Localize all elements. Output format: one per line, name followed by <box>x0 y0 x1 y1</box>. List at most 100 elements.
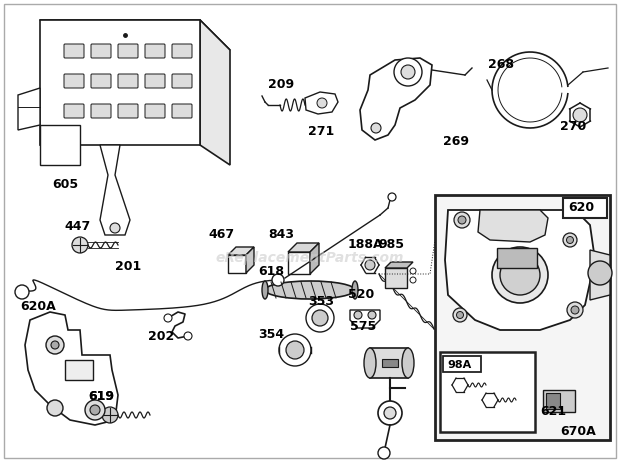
Text: 985: 985 <box>378 238 404 251</box>
Circle shape <box>371 123 381 133</box>
Circle shape <box>354 311 362 319</box>
Circle shape <box>306 304 334 332</box>
Circle shape <box>571 306 579 314</box>
Circle shape <box>567 302 583 318</box>
Text: 268: 268 <box>488 58 514 71</box>
FancyBboxPatch shape <box>145 44 165 58</box>
Circle shape <box>394 58 422 86</box>
Circle shape <box>567 237 574 243</box>
Bar <box>563 198 607 218</box>
Ellipse shape <box>265 281 355 299</box>
Text: 269: 269 <box>443 135 469 148</box>
Text: 270: 270 <box>560 120 587 133</box>
FancyBboxPatch shape <box>118 74 138 88</box>
Text: 188A: 188A <box>348 238 384 251</box>
Circle shape <box>312 310 328 326</box>
Circle shape <box>102 407 118 423</box>
Circle shape <box>456 311 464 318</box>
FancyBboxPatch shape <box>91 104 111 118</box>
Polygon shape <box>40 125 80 165</box>
FancyBboxPatch shape <box>145 104 165 118</box>
Circle shape <box>573 108 587 122</box>
Text: 353: 353 <box>308 295 334 308</box>
Circle shape <box>388 193 396 201</box>
Circle shape <box>500 255 540 295</box>
Circle shape <box>85 400 105 420</box>
Polygon shape <box>360 58 432 140</box>
Polygon shape <box>288 243 319 252</box>
Bar <box>382 359 398 367</box>
Text: 605: 605 <box>52 178 78 191</box>
Text: 467: 467 <box>208 228 234 241</box>
Polygon shape <box>246 247 254 273</box>
Text: 447: 447 <box>64 220 91 233</box>
Ellipse shape <box>402 348 414 378</box>
Bar <box>497 248 537 268</box>
Circle shape <box>184 332 192 340</box>
Bar <box>385 268 407 288</box>
Text: 618: 618 <box>258 265 284 278</box>
FancyBboxPatch shape <box>64 104 84 118</box>
Text: 575: 575 <box>350 320 376 333</box>
Circle shape <box>401 65 415 79</box>
Circle shape <box>563 233 577 247</box>
Text: 271: 271 <box>308 125 334 138</box>
Text: 620A: 620A <box>20 300 56 313</box>
Bar <box>546 393 560 409</box>
FancyBboxPatch shape <box>145 74 165 88</box>
Circle shape <box>317 98 327 108</box>
Circle shape <box>46 336 64 354</box>
Circle shape <box>384 407 396 419</box>
FancyBboxPatch shape <box>172 44 192 58</box>
Circle shape <box>51 341 59 349</box>
Ellipse shape <box>262 281 268 299</box>
Circle shape <box>378 447 390 459</box>
Polygon shape <box>478 210 548 242</box>
Text: 201: 201 <box>115 260 141 273</box>
Polygon shape <box>445 210 595 330</box>
Circle shape <box>368 311 376 319</box>
Ellipse shape <box>352 281 358 299</box>
Bar <box>65 360 93 380</box>
Polygon shape <box>40 20 200 145</box>
Circle shape <box>410 268 416 274</box>
Text: 98A: 98A <box>447 360 471 370</box>
Bar <box>228 255 246 273</box>
Circle shape <box>47 400 63 416</box>
Circle shape <box>588 261 612 285</box>
Polygon shape <box>25 312 118 425</box>
Circle shape <box>90 405 100 415</box>
Polygon shape <box>305 92 338 114</box>
FancyBboxPatch shape <box>118 104 138 118</box>
Circle shape <box>286 341 304 359</box>
Circle shape <box>454 212 470 228</box>
Polygon shape <box>385 262 413 268</box>
Bar <box>443 356 481 372</box>
Text: 843: 843 <box>268 228 294 241</box>
FancyBboxPatch shape <box>172 104 192 118</box>
Circle shape <box>279 334 311 366</box>
Circle shape <box>164 314 172 322</box>
FancyBboxPatch shape <box>118 44 138 58</box>
Polygon shape <box>100 145 130 235</box>
Polygon shape <box>590 250 610 300</box>
Polygon shape <box>18 88 40 130</box>
Circle shape <box>458 216 466 224</box>
FancyBboxPatch shape <box>91 74 111 88</box>
Circle shape <box>72 237 88 253</box>
Text: 619: 619 <box>88 390 114 403</box>
Text: 354: 354 <box>258 328 284 341</box>
Text: eReplacementParts.com: eReplacementParts.com <box>216 251 404 265</box>
Circle shape <box>110 223 120 233</box>
FancyBboxPatch shape <box>91 44 111 58</box>
Circle shape <box>365 260 375 270</box>
Polygon shape <box>200 20 230 165</box>
Circle shape <box>272 274 284 286</box>
Bar <box>435 195 610 440</box>
Polygon shape <box>228 247 254 255</box>
Circle shape <box>492 247 548 303</box>
Bar <box>543 390 575 412</box>
FancyBboxPatch shape <box>64 44 84 58</box>
FancyBboxPatch shape <box>172 74 192 88</box>
Polygon shape <box>310 243 319 274</box>
